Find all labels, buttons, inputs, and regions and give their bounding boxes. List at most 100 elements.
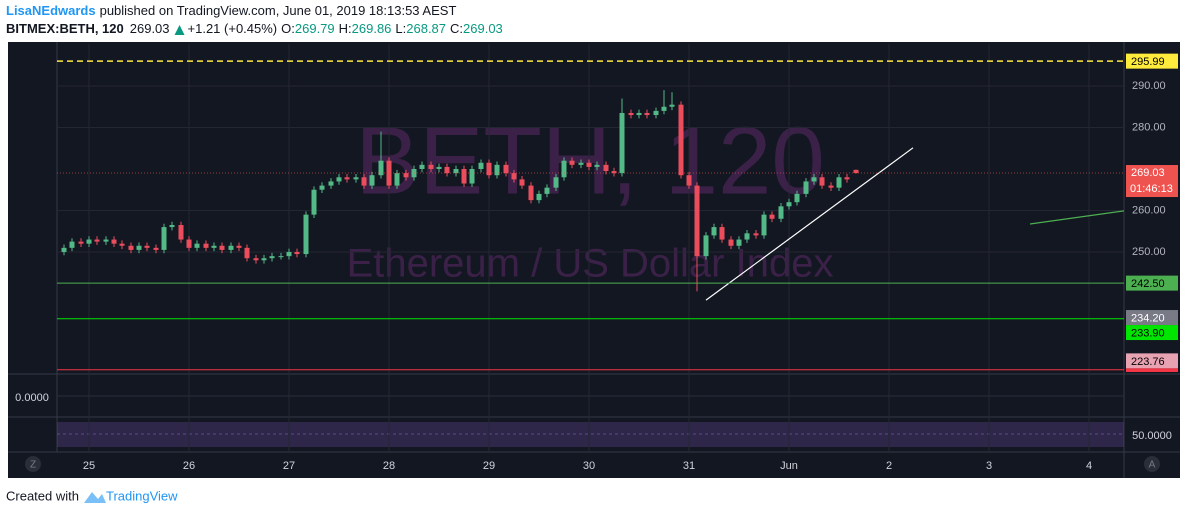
candle-body: [428, 164, 434, 169]
x-tick-label: 2: [886, 460, 892, 472]
candle-body: [369, 175, 375, 186]
candle-body: [728, 239, 734, 246]
header-line: LisaNEdwards published on TradingView.com…: [6, 3, 456, 18]
candle-body: [494, 164, 500, 176]
candle-body: [528, 185, 534, 201]
watermark-subtitle: Ethereum / US Dollar Index: [347, 242, 834, 286]
candle-body: [194, 243, 200, 248]
candle-body: [761, 214, 767, 236]
price-label-bg: [1126, 53, 1178, 69]
a-button[interactable]: [1144, 456, 1160, 472]
candle-body: [511, 173, 517, 180]
x-tick-label: 25: [83, 460, 95, 472]
price-label: 221.63: [1131, 371, 1165, 383]
price-label-bg: [1126, 275, 1178, 291]
price-axis: 250.00 260.00 280.00 290.00 295.99 242.50 234.…: [1126, 53, 1178, 383]
candle-body: [144, 245, 150, 248]
candle-body: [703, 235, 709, 257]
candle-body: [136, 245, 142, 250]
candle-body: [753, 233, 759, 236]
rsi-label: 50.0000: [1132, 430, 1172, 442]
candle-body: [786, 202, 792, 207]
logo: [84, 492, 106, 503]
o-value: 269.79: [295, 21, 335, 36]
candle-body: [236, 245, 242, 248]
y-tick-label: 290.00: [1132, 80, 1166, 92]
candle-body: [819, 177, 825, 186]
h-label: H:: [339, 21, 352, 36]
candle-body: [161, 227, 167, 250]
candle-body: [828, 185, 834, 188]
candle-body: [386, 160, 392, 186]
x-tick-label: 3: [986, 460, 992, 472]
x-tick-label: 29: [483, 460, 495, 472]
z-button-label: Z: [30, 460, 36, 471]
price-label: 233.90: [1131, 327, 1165, 339]
candle-body: [311, 189, 317, 215]
candle-body: [836, 177, 842, 188]
price-label: 223.76: [1131, 356, 1165, 368]
footer-brand[interactable]: TradingView: [106, 488, 178, 503]
price-label: 234.20: [1131, 312, 1165, 324]
last-price-bg: [1126, 165, 1178, 198]
candle-body: [403, 173, 409, 178]
chart-frame: [8, 42, 1180, 478]
candle-body: [553, 177, 559, 188]
candle-body: [561, 160, 567, 178]
candle-body: [253, 258, 259, 261]
author: LisaNEdwards: [6, 3, 96, 18]
x-tick-label: 30: [583, 460, 595, 472]
candle-body: [536, 193, 542, 201]
candle-body: [469, 168, 475, 184]
last-price: 269.03: [130, 21, 170, 36]
candle-body: [444, 166, 450, 174]
candle-body: [503, 164, 509, 174]
price-label-bg: [1126, 353, 1178, 369]
candle-body: [661, 106, 667, 111]
z-button[interactable]: [25, 456, 41, 472]
candle-body: [261, 258, 267, 261]
candle-body: [803, 181, 809, 194]
candle-body: [361, 177, 367, 186]
symbol-line: BITMEX:BETH, 120 269.03 +1.21 (+0.45%) O:26…: [6, 21, 503, 36]
candle-body: [478, 162, 484, 169]
y-tick-label: 280.00: [1132, 121, 1166, 133]
watermark: BETH, 120 Ethereum / US Dollar Index: [347, 107, 834, 285]
candle-body: [186, 239, 192, 248]
candle-body: [769, 214, 775, 219]
candle-body: [269, 256, 275, 259]
candle-body: [519, 179, 525, 186]
candle-body: [636, 112, 642, 116]
watermark-title: BETH, 120: [355, 107, 825, 214]
x-tick-label: Jun: [780, 460, 798, 472]
candle-body: [103, 239, 109, 242]
candle-body: [619, 112, 625, 174]
published: published on TradingView.com, June 01, 2…: [100, 3, 457, 18]
candle-body: [94, 239, 100, 242]
symbol: BITMEX:BETH, 120: [6, 21, 124, 36]
candle-body: [111, 239, 117, 244]
candle-body: [436, 166, 442, 169]
trend-line: [1029, 210, 1124, 225]
grid: [57, 44, 1124, 452]
candle-body: [611, 171, 617, 174]
candle-body: [378, 160, 384, 176]
candle-body: [394, 173, 400, 186]
candle-body: [778, 206, 784, 219]
candle-body: [169, 225, 175, 228]
candle-body: [711, 227, 717, 236]
candle-body: [228, 245, 234, 250]
candle-body: [844, 177, 850, 180]
price-label-bg: [1126, 325, 1178, 341]
price-label: 295.99: [1131, 56, 1165, 68]
x-tick-label: 28: [383, 460, 395, 472]
candle-body: [153, 247, 159, 250]
candle-body: [594, 164, 600, 167]
candle-body: [178, 225, 184, 240]
x-tick-label: 27: [283, 460, 295, 472]
candle-body: [686, 175, 692, 186]
macd-label: 0.0000: [15, 392, 49, 404]
plot: [57, 60, 1124, 371]
